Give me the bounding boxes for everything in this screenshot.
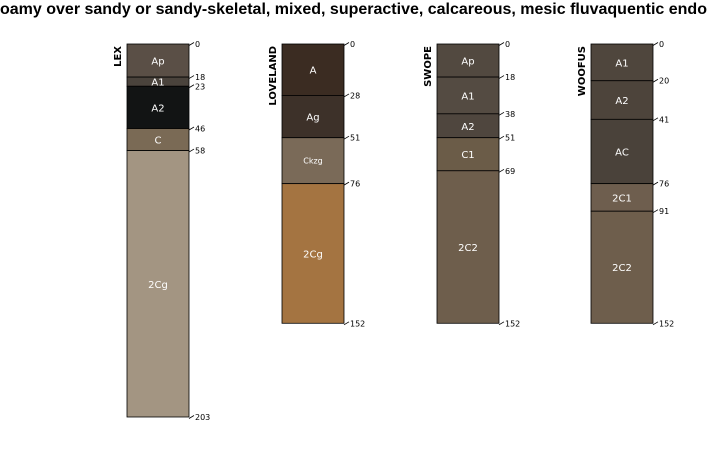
figure-title: oamy over sandy or sandy-skeletal, mixed… bbox=[0, 1, 707, 18]
depth-tick bbox=[188, 148, 195, 153]
depth-tick bbox=[498, 42, 505, 46]
depth-label: 23 bbox=[195, 82, 205, 91]
depth-tick bbox=[652, 321, 659, 326]
horizon-2cg bbox=[281, 183, 345, 324]
horizon-label: C bbox=[155, 136, 162, 147]
depth-tick bbox=[188, 126, 195, 131]
depth-label: 51 bbox=[350, 134, 360, 143]
profile-name: LEX bbox=[113, 46, 124, 67]
horizon-label: A1 bbox=[151, 78, 164, 89]
depth-label: 203 bbox=[195, 413, 210, 422]
depth-tick bbox=[188, 42, 195, 46]
soil-profile-woofus: A1 A2 AC 2C1 2C2 0 20 41 76 91 152 WOOFUS bbox=[577, 40, 674, 328]
horizon-2c2 bbox=[590, 210, 654, 324]
depth-label: 0 bbox=[195, 40, 200, 49]
horizon-a1 bbox=[590, 43, 654, 82]
horizon-label: A1 bbox=[461, 91, 474, 102]
horizon-label: A1 bbox=[615, 58, 628, 69]
horizon-ap bbox=[436, 43, 500, 78]
depth-tick bbox=[498, 135, 505, 140]
soil-profile-swope: Ap A1 A2 C1 2C2 0 18 38 51 69 152 SWOPE bbox=[423, 40, 520, 328]
horizon-label: Ag bbox=[306, 113, 319, 124]
depth-tick bbox=[652, 209, 659, 214]
depth-tick bbox=[652, 117, 659, 122]
depth-label: 20 bbox=[659, 77, 669, 86]
depth-tick bbox=[188, 75, 195, 79]
profile-name: LOVELAND bbox=[268, 46, 279, 106]
horizon-2cg bbox=[126, 150, 190, 418]
depth-tick bbox=[498, 75, 505, 79]
horizon-label: Ckzg bbox=[303, 157, 323, 166]
horizon-a1 bbox=[436, 76, 500, 115]
depth-label: 91 bbox=[659, 207, 669, 216]
profile-name: SWOPE bbox=[423, 46, 434, 87]
depth-label: 18 bbox=[195, 73, 205, 82]
depth-tick bbox=[652, 78, 659, 83]
horizon-label: 2C1 bbox=[612, 193, 632, 204]
depth-label: 152 bbox=[350, 319, 365, 328]
horizon-ap bbox=[126, 43, 190, 78]
horizon-label: Ap bbox=[151, 57, 164, 68]
depth-label: 41 bbox=[659, 115, 669, 124]
depth-label: 46 bbox=[195, 125, 205, 134]
horizon-label: C1 bbox=[461, 150, 474, 161]
horizon-label: 2Cg bbox=[303, 249, 323, 260]
horizon-a bbox=[281, 43, 345, 96]
depth-tick bbox=[343, 42, 350, 46]
depth-tick bbox=[188, 84, 195, 89]
depth-label: 76 bbox=[659, 180, 669, 189]
depth-label: 69 bbox=[505, 167, 515, 176]
depth-tick bbox=[343, 93, 350, 98]
soil-profile-loveland: A Ag Ckzg 2Cg 0 28 51 76 152 LOVELAND bbox=[268, 40, 365, 328]
depth-tick bbox=[188, 415, 195, 419]
depth-tick bbox=[498, 111, 505, 116]
horizon-c1 bbox=[436, 137, 500, 172]
depth-label: 38 bbox=[505, 110, 515, 119]
horizon-ag bbox=[281, 95, 345, 139]
horizon-label: AC bbox=[615, 147, 629, 158]
depth-label: 0 bbox=[350, 40, 355, 49]
depth-tick bbox=[343, 135, 350, 140]
depth-label: 0 bbox=[659, 40, 664, 49]
horizon-label: 2C2 bbox=[458, 243, 478, 254]
depth-label: 58 bbox=[195, 147, 205, 156]
horizon-label: Ap bbox=[461, 57, 474, 68]
depth-label: 18 bbox=[505, 73, 515, 82]
horizon-label: A2 bbox=[461, 122, 474, 133]
profile-name: WOOFUS bbox=[577, 46, 588, 96]
depth-label: 51 bbox=[505, 134, 515, 143]
horizon-a2 bbox=[590, 80, 654, 120]
horizon-label: A2 bbox=[151, 103, 164, 114]
horizon-2c2 bbox=[436, 170, 500, 324]
depth-label: 0 bbox=[505, 40, 510, 49]
horizon-label: A bbox=[310, 66, 317, 77]
depth-label: 152 bbox=[505, 319, 520, 328]
horizon-label: 2Cg bbox=[148, 280, 168, 291]
depth-tick bbox=[498, 168, 505, 173]
depth-tick bbox=[498, 321, 505, 326]
horizon-label: A2 bbox=[615, 96, 628, 107]
depth-tick bbox=[652, 181, 659, 186]
horizon-label: 2C2 bbox=[612, 263, 632, 274]
depth-tick bbox=[343, 181, 350, 186]
depth-label: 28 bbox=[350, 91, 360, 100]
depth-tick bbox=[343, 321, 350, 326]
horizon-ckzg bbox=[281, 137, 345, 185]
depth-label: 76 bbox=[350, 180, 360, 189]
horizon-a2 bbox=[126, 85, 190, 129]
depth-label: 152 bbox=[659, 319, 674, 328]
depth-tick bbox=[652, 42, 659, 46]
